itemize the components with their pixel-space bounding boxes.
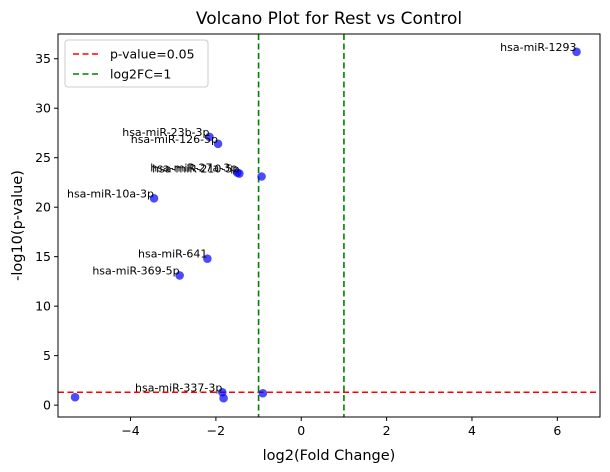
point-label: hsa-miR-10a-3p [67,187,154,200]
legend-label: p-value=0.05 [110,47,195,62]
y-tick-label: 30 [35,101,51,116]
data-point [258,388,268,398]
point-label: hsa-miR-210-5p [152,163,239,176]
x-tick-label: 2 [383,423,391,438]
point-label: hsa-miR-27a-3p [150,162,237,175]
y-tick-label: 20 [35,200,51,215]
legend-label: log2FC=1 [110,67,171,82]
y-tick-label: 35 [35,51,51,66]
data-point [257,172,266,181]
point-label: hsa-miR-369-5p [92,264,179,277]
point-label: hsa-miR-337-3p [135,381,222,394]
y-axis-label: -log10(p-value) [10,170,26,281]
data-point [203,254,212,263]
y-tick-label: 25 [35,150,51,165]
legend-box [64,39,209,88]
data-point [235,169,244,178]
point-label: hsa-miR-1293 [500,41,576,54]
x-tick-label: −4 [121,423,139,438]
x-axis-label: log2(Fold Change) [263,448,396,464]
y-tick-label: 10 [35,299,51,314]
chart-title: Volcano Plot for Rest vs Control [196,9,462,29]
x-tick-label: −2 [207,423,225,438]
point-label: hsa-miR-126-5p [131,133,218,146]
y-tick-label: 5 [43,348,51,363]
data-point [70,392,80,402]
data-point [572,47,581,57]
data-point [175,271,184,280]
y-tick-label: 0 [43,398,51,413]
data-point [205,132,214,142]
y-tick-label: 15 [35,249,51,264]
point-label: hsa-miR-641 [138,248,207,261]
x-tick-label: 4 [468,423,476,438]
data-point [149,193,159,203]
plot-frame [57,33,601,418]
data-point [213,139,223,149]
data-point [219,393,228,403]
plot-layer: −4 −2 0 2 4 6 0 5 10 15 20 25 30 35 hsa-miR-1293 hsa-mi… [35,33,601,438]
point-label: hsa-miR-23b-3p [122,126,209,139]
x-tick-label: 6 [553,423,561,438]
x-tick-label: 0 [297,423,305,438]
